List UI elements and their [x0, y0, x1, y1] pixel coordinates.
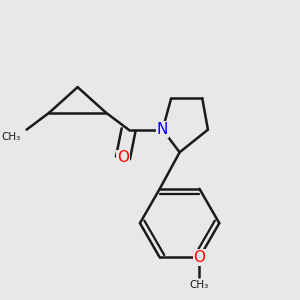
Text: O: O: [194, 250, 206, 265]
Text: CH₃: CH₃: [190, 280, 209, 290]
Text: N: N: [157, 122, 168, 137]
Text: CH₃: CH₃: [2, 133, 21, 142]
Text: O: O: [117, 151, 129, 166]
